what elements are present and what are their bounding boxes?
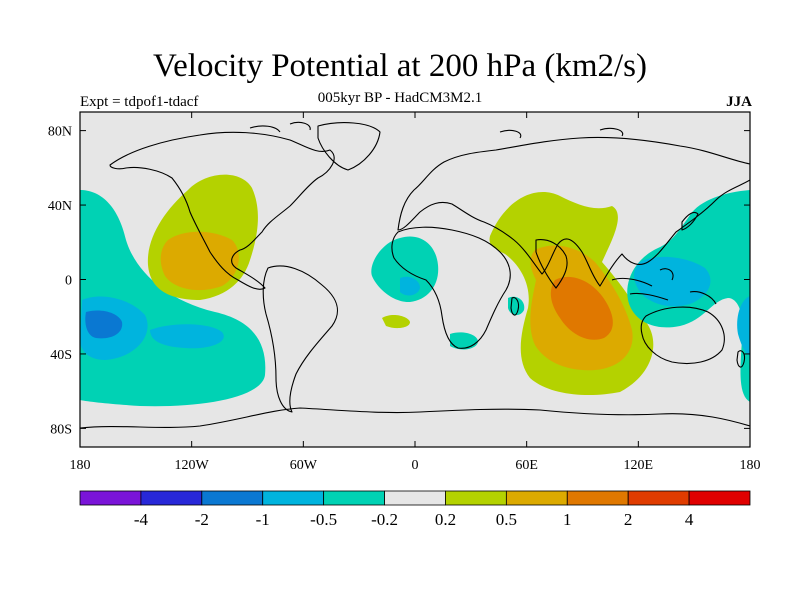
- coastlines: [80, 121, 750, 429]
- coastline-eurasia: [397, 136, 750, 287]
- coastline-arctic-islands: [249, 121, 624, 139]
- colorbar-label: 0.5: [496, 510, 517, 529]
- contour-neg-pacific-innermost: [85, 310, 123, 339]
- coastline-maritime-continent: [611, 268, 717, 305]
- colorbar-swatch: [384, 490, 446, 506]
- coastline-north-america: [109, 131, 335, 290]
- contour-neg-africa-core: [400, 276, 420, 296]
- colorbar-label: 2: [624, 510, 633, 529]
- colorbar-label: 1: [563, 510, 572, 529]
- y-tick-label: 0: [65, 274, 72, 289]
- colorbar-label: -2: [195, 510, 209, 529]
- colorbar-swatch: [505, 490, 568, 506]
- map-subtitle: 005kyr BP - HadCM3M2.1: [317, 90, 483, 106]
- colorbar-swatch: [140, 490, 203, 506]
- contour-neg-atlantic-south: [382, 315, 410, 329]
- coastline-japan: [681, 211, 699, 231]
- coastline-south-america: [262, 265, 338, 413]
- colorbar-label: 4: [685, 510, 694, 529]
- contour-neg-south-africa: [450, 332, 478, 350]
- contour-neg-wpacific-core: [634, 256, 711, 307]
- contour-neg-pacific-core-2: [150, 324, 224, 349]
- x-tick-label: 60E: [515, 458, 538, 473]
- coastline-madagascar: [510, 297, 520, 316]
- coastline-australia: [640, 306, 725, 365]
- colorbar-swatch: [566, 490, 629, 506]
- colorbar-label: 0.2: [435, 510, 456, 529]
- x-tick-label: 180: [70, 458, 91, 473]
- map-plot-area: [79, 111, 751, 448]
- colorbar-swatch: [627, 490, 690, 506]
- colorbar-swatch: [79, 490, 142, 506]
- coastline-new-zealand: [736, 350, 746, 368]
- contour-pos-americas-core: [160, 231, 239, 291]
- y-tick-label: 40N: [48, 199, 72, 214]
- x-tick-label: 0: [412, 458, 419, 473]
- page-title: Velocity Potential at 200 hPa (km2/s): [152, 48, 648, 84]
- colorbar-swatch: [262, 490, 325, 506]
- y-tick-label: 80S: [50, 422, 72, 437]
- colorbar-label: -1: [256, 510, 270, 529]
- season-label: JJA: [726, 94, 752, 110]
- colorbar-label: -0.5: [310, 510, 337, 529]
- coastline-africa: [391, 226, 511, 349]
- colorbar-swatch: [323, 490, 385, 506]
- colorbar-swatch: [688, 490, 751, 506]
- x-tick-label: 120E: [624, 458, 654, 473]
- coastline-antarctica: [80, 407, 750, 429]
- x-tick-label: 180: [740, 458, 761, 473]
- colorbar-label: -0.2: [371, 510, 398, 529]
- y-tick-label: 80N: [48, 125, 72, 140]
- colorbar-label: -4: [134, 510, 149, 529]
- contour-pos-indian-core: [550, 276, 613, 340]
- y-tick-label: 40S: [50, 348, 72, 363]
- x-tick-label: 120W: [175, 458, 210, 473]
- contour-neg-dateline-core: [737, 296, 750, 356]
- coastline-greenland: [317, 122, 381, 171]
- colorbar-swatch: [445, 490, 507, 506]
- coastline-india: [535, 239, 568, 289]
- experiment-label: Expt = tdpof1-tdacf: [80, 94, 199, 110]
- colorbar-swatch: [201, 490, 264, 506]
- x-tick-label: 60W: [290, 458, 318, 473]
- colorbar: -4 -2 -1 -0.5 -0.2 0.2 0.5 1 2 4: [79, 490, 751, 529]
- axis-ticks: 180 120W 60W 0 60E 120E 180 80N 40N 0 40S 80S: [48, 112, 761, 473]
